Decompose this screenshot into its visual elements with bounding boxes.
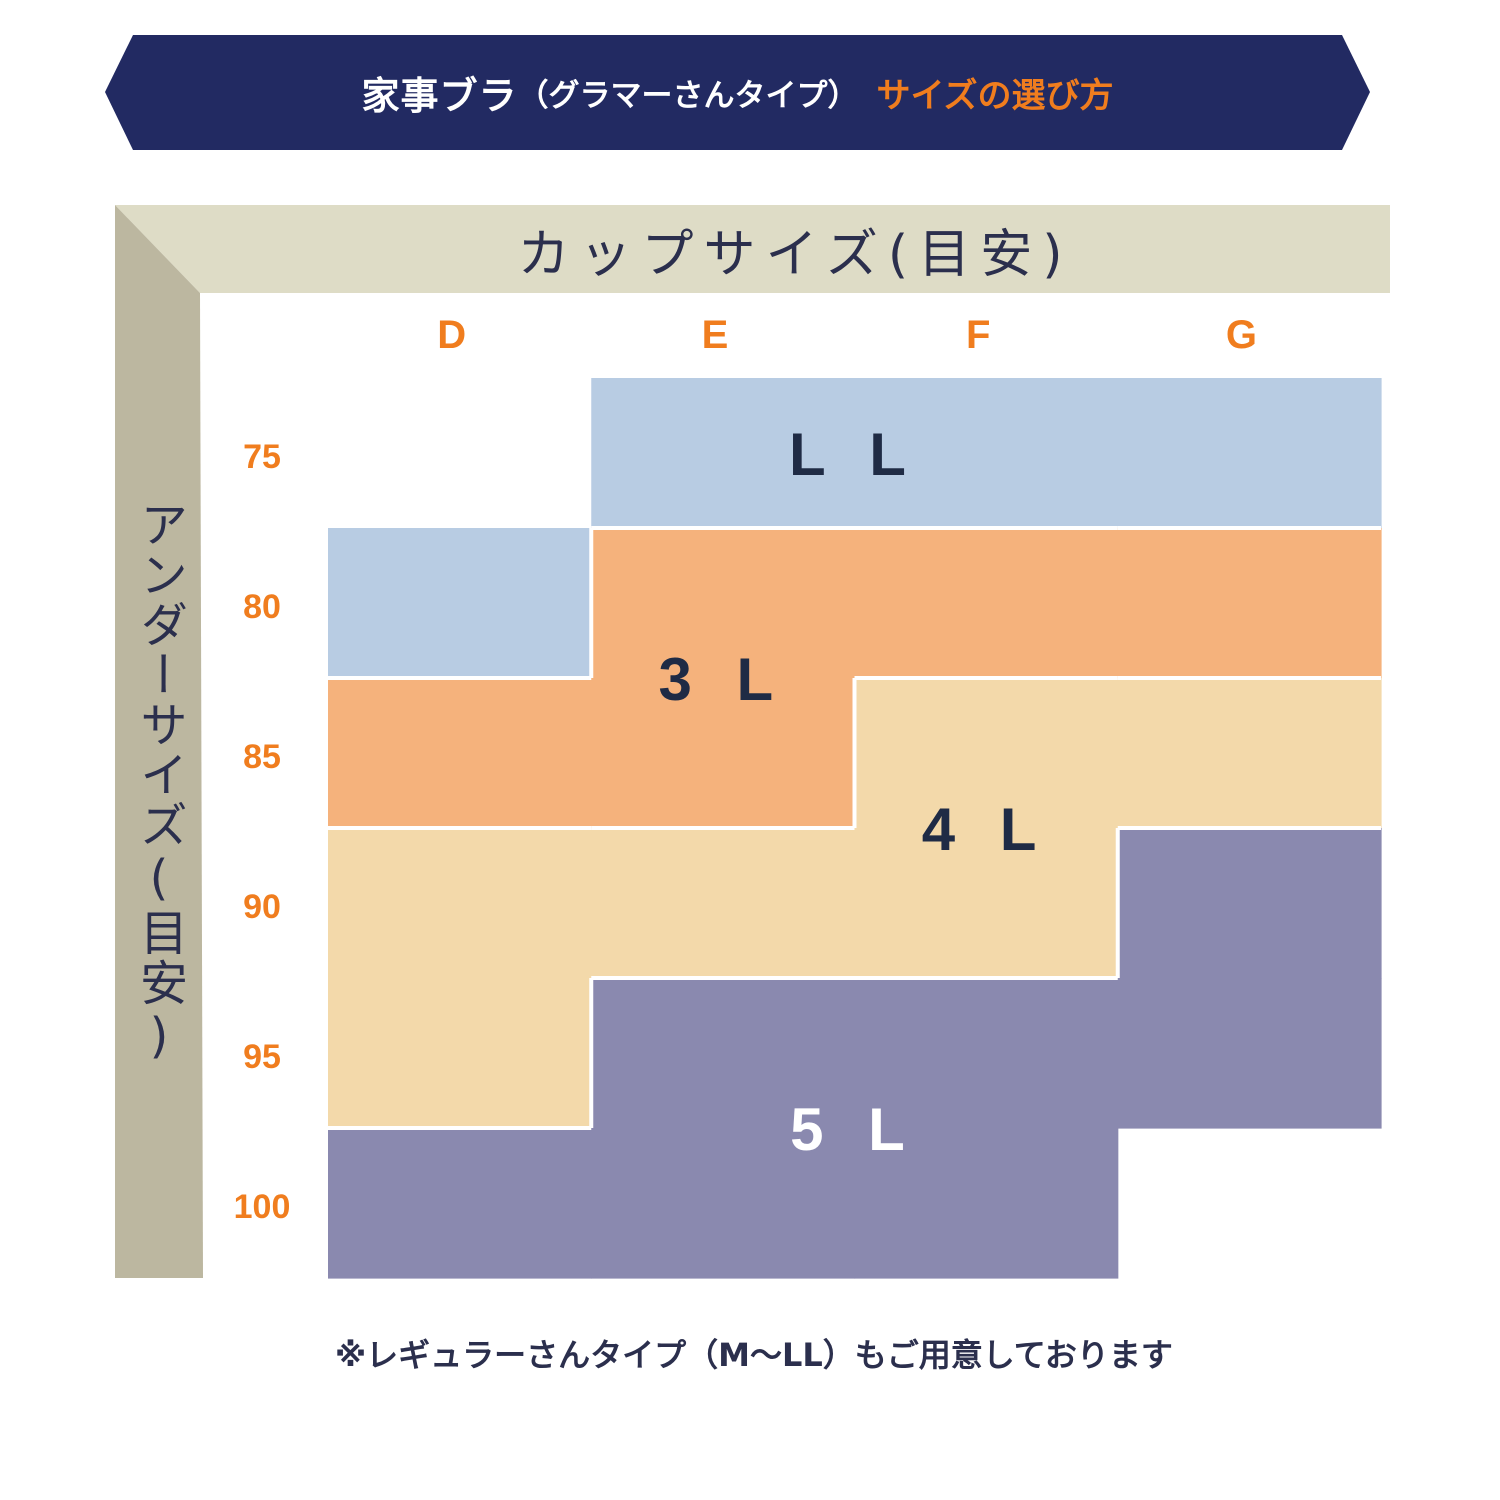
size-cell-3l — [854, 528, 1119, 679]
size-cell-5l — [591, 978, 856, 1129]
size-cell-5l — [854, 1128, 1119, 1279]
size-cell-5l — [328, 1128, 592, 1279]
page-title: 家事ブラ （グラマーさんタイプ） サイズの選び方 — [105, 35, 1370, 150]
size-cell-3l — [591, 528, 856, 679]
under-size-tick-90: 90 — [243, 888, 281, 926]
size-cell-3l — [1117, 528, 1382, 679]
size-cell-5l — [591, 1128, 856, 1279]
cup-size-tick-f: F — [966, 313, 990, 357]
size-cell-5l — [1117, 978, 1382, 1129]
size-label-5l: 5 L — [790, 1096, 919, 1163]
under-size-side-band — [115, 205, 203, 1278]
size-cell-3l — [328, 678, 592, 829]
size-label-3l: 3 L — [659, 646, 788, 713]
cup-size-axis-title: カップサイズ(目安) — [517, 224, 1073, 285]
cup-size-tick-g: G — [1226, 313, 1257, 357]
size-cell-ll — [328, 528, 592, 679]
size-label-4l: 4 L — [922, 796, 1051, 863]
size-cell-ll — [591, 378, 856, 529]
size-cell-5l — [854, 978, 1119, 1129]
size-label-ll: L L — [789, 421, 920, 488]
size-cell-4l — [328, 978, 592, 1129]
size-cell-3l — [591, 678, 856, 829]
size-cell-4l — [854, 678, 1119, 829]
size-cell-4l — [591, 828, 856, 979]
footnote: ※レギュラーさんタイプ（M〜LL）もご用意しております — [335, 1336, 1173, 1374]
under-size-tick-75: 75 — [243, 438, 281, 476]
title-main: 家事ブラ — [361, 74, 518, 118]
size-cell-5l — [1117, 828, 1382, 979]
title-banner — [105, 35, 1370, 150]
title-banner-shape — [105, 35, 1370, 150]
size-cell-4l — [1117, 678, 1382, 829]
size-cell-4l — [328, 828, 592, 979]
under-size-tick-95: 95 — [243, 1038, 281, 1076]
size-chart: L L 3 L 4 L 5 L D E F G 75 80 85 90 95 100 — [115, 205, 1390, 1279]
size-cell-ll — [854, 378, 1119, 529]
title-accent: サイズの選び方 — [876, 76, 1114, 116]
cup-size-tick-e: E — [702, 313, 729, 357]
under-size-axis-title: アンダーサイズ(目安) — [131, 499, 187, 1066]
size-cell-ll — [1117, 378, 1382, 529]
under-size-tick-100: 100 — [234, 1188, 291, 1226]
under-size-tick-85: 85 — [243, 738, 281, 776]
size-cell-4l — [854, 828, 1119, 979]
cup-size-tick-d: D — [437, 313, 466, 357]
cup-size-header-band — [115, 205, 1390, 293]
title-paren: （グラマーさんタイプ） — [517, 78, 859, 114]
under-size-tick-80: 80 — [243, 588, 281, 626]
